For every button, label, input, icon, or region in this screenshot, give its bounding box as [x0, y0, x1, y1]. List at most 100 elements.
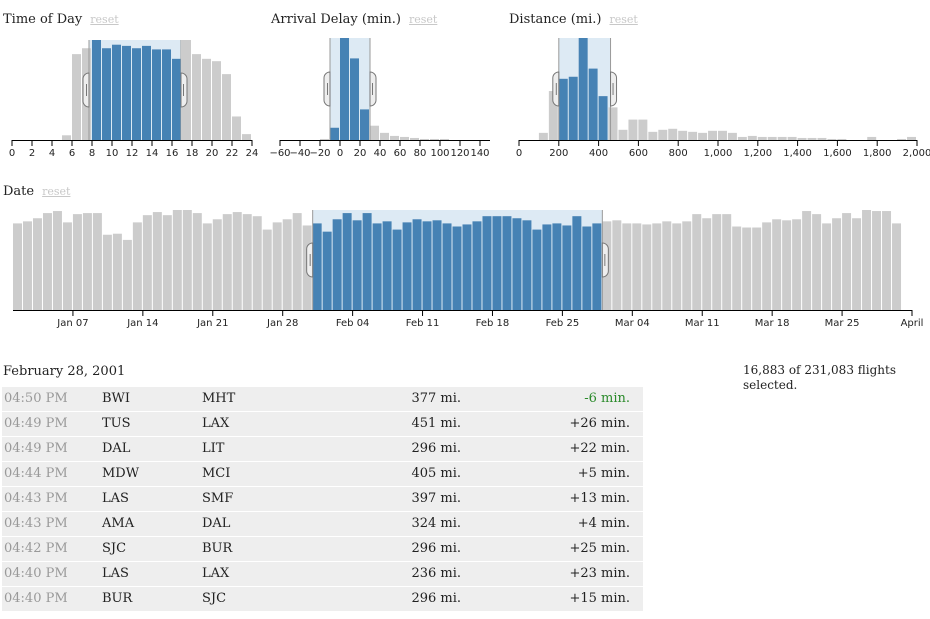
date-bar	[502, 216, 512, 310]
delay-tick-label: 0	[337, 148, 343, 159]
delay-tick-label: 140	[470, 148, 489, 159]
date-bar	[232, 212, 242, 310]
distance-bar	[558, 78, 568, 140]
flight-distance: 377 mi.	[411, 391, 461, 406]
date-bar	[42, 213, 52, 310]
delay-bar	[350, 58, 359, 140]
delay-bar	[410, 137, 419, 140]
distance-tick-label: 0	[516, 148, 522, 159]
distance-tick-label: 1,400	[783, 148, 812, 159]
distance-bar	[628, 119, 638, 140]
delay-bar	[390, 135, 399, 140]
arrival-delay-histogram[interactable]: −60−40−20 0 20 40 60 80 100 120 140	[268, 30, 500, 160]
distance-bar	[668, 128, 678, 140]
distance-bar	[568, 76, 578, 140]
arrival-delay-title-text: Arrival Delay (min.)	[271, 12, 401, 27]
date-bar	[862, 210, 872, 310]
distance-bar	[837, 138, 847, 140]
distance-reset-link[interactable]: reset	[609, 13, 638, 26]
date-bar	[192, 213, 202, 310]
date-reset-link[interactable]: reset	[42, 185, 71, 198]
flight-origin: BUR	[102, 591, 133, 606]
distance-bar	[698, 132, 708, 140]
flight-origin: AMA	[102, 516, 135, 531]
time-bar	[162, 49, 171, 140]
date-bar	[612, 220, 622, 310]
selection-suffix: flights selected.	[743, 363, 897, 392]
date-tick-label: Jan 21	[196, 318, 228, 329]
distance-bar	[538, 132, 548, 140]
flight-delay: -6 min.	[584, 391, 630, 406]
date-bar	[432, 220, 442, 310]
distance-tick-label: 1,600	[823, 148, 852, 159]
delay-bar	[320, 138, 329, 140]
time-of-day-title: Time of Day reset	[3, 12, 119, 27]
distance-bar	[618, 129, 628, 140]
arrival-delay-title: Arrival Delay (min.) reset	[271, 12, 437, 27]
date-tick-label: Jan 28	[266, 318, 298, 329]
delay-tick-label: 100	[430, 148, 449, 159]
distance-tick-label: 2,000	[903, 148, 930, 159]
delay-tick-label: 60	[394, 148, 407, 159]
distance-bar	[747, 135, 757, 140]
distance-bar	[797, 137, 807, 140]
distance-histogram[interactable]: 0 200 400 600 800 1,000 1,200 1,400 1,600 1,800 2,…	[505, 30, 930, 160]
date-bar	[742, 227, 752, 310]
delay-bar	[420, 138, 429, 140]
time-bar	[222, 74, 231, 140]
date-bar	[172, 210, 182, 310]
time-of-day-reset-link[interactable]: reset	[90, 13, 119, 26]
distance-bar	[807, 137, 817, 140]
date-bar	[332, 219, 342, 310]
flight-row: 04:49 PM TUS LAX 451 mi. +26 min.	[2, 412, 643, 437]
flight-destination: SJC	[202, 591, 227, 606]
flight-distance: 236 mi.	[411, 566, 461, 581]
time-bar	[102, 48, 111, 141]
date-bar	[752, 227, 762, 310]
date-bar	[72, 214, 82, 310]
date-bar	[13, 223, 22, 310]
date-bar	[382, 221, 392, 310]
distance-bar	[827, 138, 837, 140]
flight-distance: 324 mi.	[411, 516, 461, 531]
time-tick-label: 8	[89, 148, 95, 159]
date-bar	[722, 214, 732, 310]
distance-bar	[648, 131, 658, 140]
time-of-day-histogram[interactable]: 0 2 4 6 8 10 12 14 16 18 20 22 24	[0, 30, 262, 160]
date-tick-label: Mar 04	[615, 318, 650, 329]
date-bar	[312, 223, 322, 310]
date-bar	[182, 210, 192, 310]
time-tick-label: 4	[49, 148, 55, 159]
flight-origin: SJC	[102, 541, 127, 556]
flight-delay: +13 min.	[569, 491, 630, 506]
delay-bar	[380, 132, 389, 140]
distance-tick-label: 600	[629, 148, 648, 159]
time-tick-label: 0	[9, 148, 15, 159]
flight-distance: 296 mi.	[411, 541, 461, 556]
distance-bar	[718, 130, 727, 140]
of-label: of	[788, 363, 801, 377]
flight-destination: DAL	[202, 516, 231, 531]
date-bar	[882, 211, 892, 310]
delay-bar	[330, 127, 339, 140]
date-bar	[402, 222, 412, 310]
time-bar	[142, 45, 151, 140]
date-tick-label: Feb 18	[476, 318, 510, 329]
arrival-delay-reset-link[interactable]: reset	[409, 13, 438, 26]
distance-brush-handle[interactable]	[552, 71, 560, 107]
date-bar	[442, 223, 452, 310]
distance-bar	[598, 96, 608, 140]
date-bar	[692, 214, 702, 310]
date-bar	[802, 211, 812, 310]
distance-bar	[787, 136, 797, 140]
distance-bar	[767, 136, 777, 140]
date-bar	[142, 215, 152, 310]
selected-count: 16,883	[743, 363, 785, 377]
flight-origin: DAL	[102, 441, 131, 456]
flight-distance: 451 mi.	[411, 416, 461, 431]
distance-bar	[708, 130, 717, 140]
time-bar	[192, 54, 201, 140]
time-bar	[92, 40, 101, 140]
flight-time: 04:40 PM	[4, 591, 68, 606]
date-histogram[interactable]: Jan 07 Jan 14 Jan 21 Jan 28 Feb 04 Feb 11 Feb …	[0, 200, 930, 335]
